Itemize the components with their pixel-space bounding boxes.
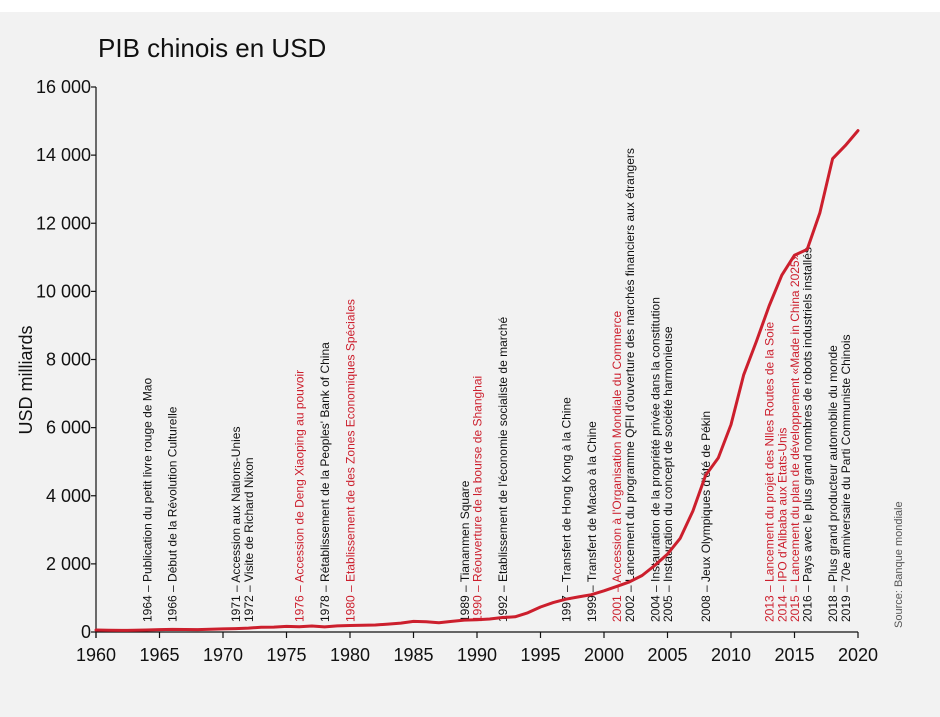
y-tick-label: 16 000: [36, 77, 91, 97]
x-tick-label: 2000: [584, 645, 624, 665]
annotation-2015: 2015 – Lancement du plan de développemen…: [788, 253, 802, 622]
x-axis-ticks: 1960 1965 1970 1975 1980 1985 1990 1995 2000 2005…: [76, 632, 878, 665]
x-tick-label: 1960: [76, 645, 116, 665]
annotation-1997: 1997 – Transfert de Hong Kong à la Chine: [559, 397, 573, 622]
x-tick-label: 1990: [457, 645, 497, 665]
series-lines: [94, 129, 860, 632]
chart-title: PIB chinois en USD: [98, 33, 326, 63]
annotation-1978: 1978 – Rétablissement de la Peoples' Ban…: [318, 342, 332, 622]
annotation-2001: 2001 – Accession à l'Organisation Mondia…: [610, 311, 624, 622]
annotation-1976: 1976 – Accession de Deng Xiaoping au pou…: [293, 370, 307, 622]
x-tick-label: 1965: [139, 645, 179, 665]
y-tick-label: 12 000: [36, 213, 91, 233]
annotation-2013: 2013 – Lancement du projet des Nlles Rou…: [763, 321, 777, 622]
annotation-1999: 1999 – Transfert de Macao à la Chine: [585, 421, 599, 622]
y-axis-label: USD milliards: [16, 325, 36, 434]
y-tick-label: 14 000: [36, 145, 91, 165]
x-tick-label: 2015: [774, 645, 814, 665]
annotation-1972: 1972 – Visite de Richard Nixon: [242, 457, 256, 622]
annotation-2019: 2019 – 70e anniversaire du Parti Communi…: [839, 335, 853, 623]
annotations: 1964 – Publication du petit livre rouge …: [140, 148, 853, 623]
annotation-2005: 2005 – Instauration du concept de sociét…: [661, 326, 675, 622]
annotation-2014: 2014 – IPO d'Alibaba aux Etats-Unis: [775, 428, 789, 622]
x-tick-label: 1975: [266, 645, 306, 665]
x-tick-label: 1980: [330, 645, 370, 665]
x-tick-label: 1970: [203, 645, 243, 665]
x-tick-label: 2010: [711, 645, 751, 665]
source-note: Source: Banque mondiale: [893, 501, 905, 628]
annotation-1990: 1990 – Réouverture de la bourse de Shang…: [471, 376, 485, 622]
annotation-1971: 1971 – Accession aux Nations-Unies: [229, 427, 243, 622]
y-tick-label: 6 000: [46, 418, 91, 438]
annotation-2002: 2002 – Lancement du programme QFII d'ouv…: [623, 148, 637, 622]
y-tick-label: 4 000: [46, 486, 91, 506]
x-tick-label: 1985: [393, 645, 433, 665]
gdp-series-line: [94, 129, 860, 632]
annotation-1980: 1980 – Etablissement de des Zones Econom…: [344, 299, 358, 622]
chart-background: [0, 12, 940, 717]
y-tick-label: 8 000: [46, 350, 91, 370]
annotation-1992: 1992 – Etablissement de l'économie socia…: [496, 317, 510, 622]
y-tick-label: 0: [81, 622, 91, 642]
y-tick-label: 10 000: [36, 281, 91, 301]
x-tick-label: 2005: [647, 645, 687, 665]
annotation-2018: 2018 – Plus grand producteur automobile …: [826, 345, 840, 622]
x-tick-label: 1995: [520, 645, 560, 665]
annotation-1964: 1964 – Publication du petit livre rouge …: [140, 378, 154, 622]
annotation-1989: 1989 – Tiananmen Square: [458, 480, 472, 622]
annotation-2016: 2016 – Pays avec le plus grand nombres d…: [801, 247, 815, 622]
y-axis-ticks: 0 2 000 4 000 6 000 8 000 10 000 12 000 14 000 1…: [36, 77, 96, 642]
annotation-1966: 1966 – Début de la Révolution Culturelle: [166, 406, 180, 622]
annotation-2008: 2008 – Jeux Olympiques d'été de Pékin: [699, 411, 713, 622]
y-tick-label: 2 000: [46, 554, 91, 574]
x-tick-label: 2020: [838, 645, 878, 665]
annotation-2004: 2004 – Instauration de la propriété priv…: [648, 297, 662, 622]
